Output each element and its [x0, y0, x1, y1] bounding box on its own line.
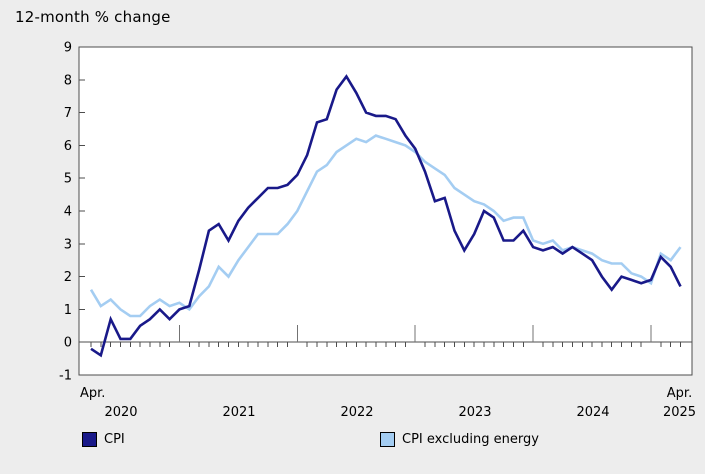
y-axis-label: 1 — [64, 303, 72, 318]
y-axis-label: 4 — [64, 205, 72, 220]
x-axis-start-label: Apr. — [80, 386, 105, 401]
x-axis-year-label: 2025 — [663, 405, 696, 420]
plot-box — [78, 46, 693, 376]
chart-legend: CPI CPI excluding energy — [0, 430, 705, 454]
y-axis-label: 2 — [64, 270, 72, 285]
cpi-legend-swatch — [82, 431, 97, 447]
y-axis-label: 8 — [64, 73, 72, 88]
y-axis-label: 5 — [64, 172, 72, 187]
cpi-excluding-energy-line — [89, 134, 682, 318]
cpi-excluding-energy-legend-label: CPI excluding energy — [402, 431, 539, 447]
y-axis-label: 0 — [64, 336, 72, 351]
x-axis-year-label: 2020 — [104, 405, 137, 420]
legend-item-cpi: CPI — [82, 430, 125, 448]
x-axis-year-label: 2024 — [576, 405, 609, 420]
cpi-excluding-energy-legend-swatch — [380, 431, 395, 447]
y-axis-label: -1 — [59, 369, 72, 384]
cpi-line — [90, 74, 682, 358]
x-axis-year-label: 2021 — [222, 405, 255, 420]
chart-title: 12-month % change — [15, 8, 171, 26]
x-axis-year-label: 2022 — [340, 405, 373, 420]
x-axis-end-label: Apr. — [667, 386, 692, 401]
y-axis-label: 7 — [64, 106, 72, 121]
y-axis-label: 9 — [64, 41, 72, 56]
cpi-legend-label: CPI — [104, 431, 125, 447]
legend-item-cpi-excluding-energy: CPI excluding energy — [380, 430, 539, 448]
y-axis-label: 3 — [64, 237, 72, 252]
y-axis-label: 6 — [64, 139, 72, 154]
x-axis-year-label: 2023 — [458, 405, 491, 420]
